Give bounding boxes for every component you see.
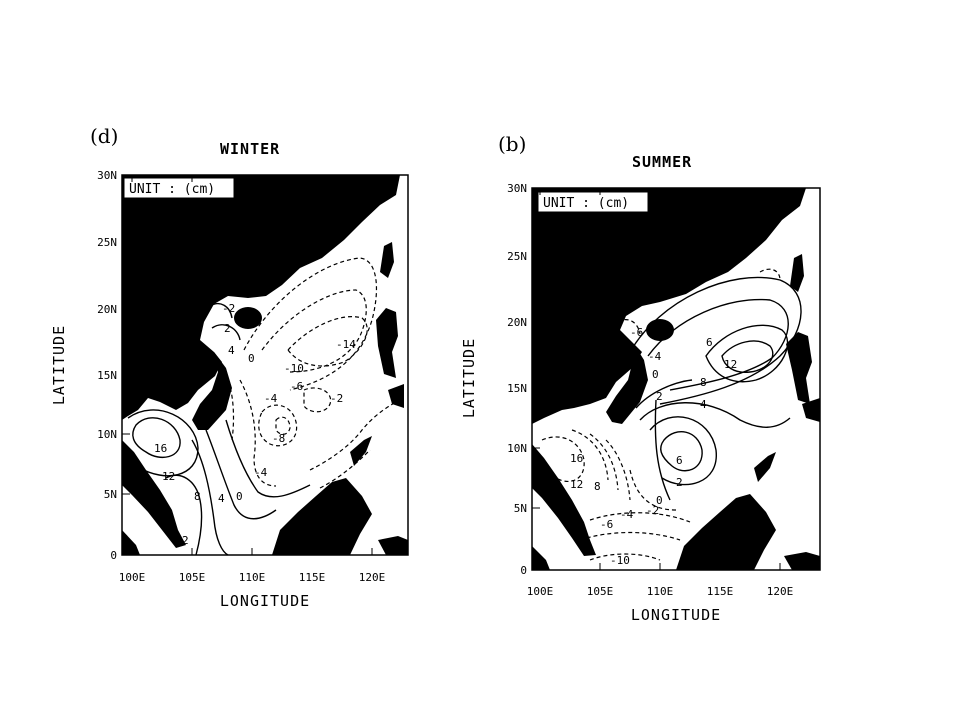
land-mass [532, 188, 820, 570]
contour-label: -2 [222, 302, 235, 315]
contour-label: -10 [284, 362, 304, 375]
contour-label: -4 [648, 350, 662, 363]
contour-label: 2 [182, 534, 189, 547]
lat-tick-label: 30N [97, 169, 117, 182]
contour-label: -4 [254, 466, 268, 479]
lat-tick-label: 0 [520, 564, 527, 577]
contour-label: -6 [630, 326, 643, 339]
unit-box [537, 191, 649, 213]
contour-label: -14 [336, 338, 356, 351]
contour-label: -4 [264, 392, 278, 405]
contour-label: 16 [570, 452, 583, 465]
lon-tick-label: 105E [587, 585, 614, 598]
contour-label: -2 [646, 504, 659, 517]
contour-lines-negative [219, 257, 397, 489]
contour-label: 0 [656, 494, 663, 507]
x-axis-label: LONGITUDE [631, 606, 721, 624]
land-mass [122, 175, 408, 555]
lon-tick-label: 110E [647, 585, 674, 598]
lon-tick-label: 120E [359, 571, 386, 584]
lon-tick-label: 115E [299, 571, 326, 584]
lat-tick-label: 15N [507, 382, 527, 395]
lat-tick-label: 30N [507, 182, 527, 195]
panel-title: WINTER [220, 140, 281, 158]
lon-tick-label: 110E [239, 571, 266, 584]
lon-tick-label: 100E [119, 571, 146, 584]
panel-letter: (d) [90, 124, 119, 148]
lon-tick-label: 115E [707, 585, 734, 598]
contour-label: 8 [700, 376, 707, 389]
panel-letter: (b) [498, 132, 527, 156]
contour-label: -8 [272, 432, 285, 445]
contour-label: -4 [620, 508, 634, 521]
contour-lines-negative [541, 268, 781, 561]
contour-label: 12 [162, 470, 175, 483]
unit-label: UNIT : (cm) [129, 182, 215, 197]
lon-tick-label: 100E [527, 585, 554, 598]
unit-label: UNIT : (cm) [543, 196, 629, 211]
contour-label: 4 [218, 492, 225, 505]
contour-label: 0 [248, 352, 255, 365]
summer-panel: (b) SUMMER [460, 0, 960, 720]
lon-tick-label: 105E [179, 571, 206, 584]
contour-label: 6 [706, 336, 713, 349]
contour-label: 12 [724, 358, 737, 371]
contour-label: 8 [194, 490, 201, 503]
lon-tick-label: 120E [767, 585, 794, 598]
winter-panel: (d) WINTER [50, 124, 409, 610]
lat-tick-label: 25N [97, 236, 117, 249]
lat-tick-label: 10N [97, 428, 117, 441]
contour-label: -6 [600, 518, 613, 531]
contour-label: 8 [594, 480, 601, 493]
x-axis-label: LONGITUDE [220, 592, 310, 610]
unit-box [123, 177, 235, 199]
lat-tick-label: 25N [507, 250, 527, 263]
axis-ticks [532, 187, 781, 571]
contour-label: 0 [652, 368, 659, 381]
summer-map: -6 -4 0 6 12 8 4 2 16 12 8 6 2 0 -4 -2 -… [460, 182, 821, 624]
lat-tick-label: 10N [507, 442, 527, 455]
lat-tick-label: 20N [507, 316, 527, 329]
contour-lines-positive [629, 276, 802, 501]
contour-label: 4 [228, 344, 235, 357]
contour-label: 16 [154, 442, 167, 455]
axis-ticks [122, 174, 373, 556]
lat-tick-label: 15N [97, 369, 117, 382]
y-axis-label: LATITUDE [50, 325, 68, 405]
panel-title: SUMMER [632, 153, 693, 171]
contour-label: 0 [236, 490, 243, 503]
contour-label: 12 [570, 478, 583, 491]
contour-label: 2 [224, 322, 231, 335]
winter-map: -2 2 4 0 -6 -10 -14 -4 -2 -8 -4 16 12 8 … [50, 169, 409, 610]
lat-tick-label: 20N [97, 303, 117, 316]
lat-tick-label: 0 [110, 549, 117, 562]
contour-label: 4 [700, 398, 707, 411]
lat-tick-label: 5N [104, 488, 117, 501]
contour-label: -6 [290, 380, 303, 393]
contour-label: 6 [676, 454, 683, 467]
y-axis-label: LATITUDE [460, 338, 478, 418]
contour-label: -10 [610, 554, 630, 567]
contour-label: 2 [656, 390, 663, 403]
contour-label: 2 [676, 476, 683, 489]
contour-label: -2 [330, 392, 343, 405]
lat-tick-label: 5N [514, 502, 527, 515]
